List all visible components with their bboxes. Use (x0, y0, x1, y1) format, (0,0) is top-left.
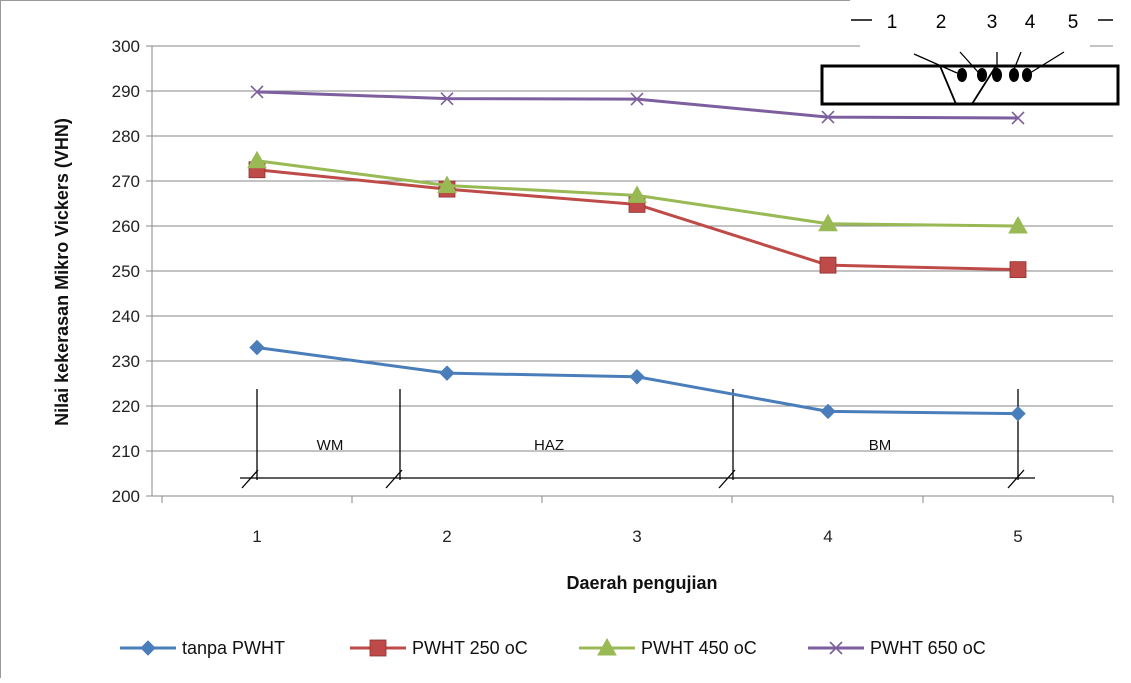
data-point-marker (437, 175, 457, 193)
y-tick-label: 200 (112, 487, 140, 506)
data-point-marker (439, 365, 455, 381)
x-tick-label: 3 (632, 527, 641, 546)
zone-break-mark-4 (1007, 469, 1025, 489)
legend-entry: PWHT 450 oC (579, 637, 757, 658)
legend-label: PWHT 250 oC (412, 638, 528, 658)
indent-dot-2 (977, 68, 987, 82)
inset-label-background (860, 4, 1090, 48)
axes (146, 45, 1114, 503)
series-2 (248, 161, 1027, 279)
inset-label-1: 1 (887, 12, 898, 33)
legend: tanpa PWHT PWHT 250 oC PWHT 450 oC PWHT 650… (120, 637, 986, 658)
series-1 (249, 339, 1026, 422)
y-tick-label: 300 (112, 37, 140, 56)
leader-line-2 (959, 51, 979, 73)
data-point-marker (819, 256, 837, 274)
y-tick-label: 230 (112, 352, 140, 371)
indent-dot-3 (992, 68, 1002, 82)
x-tick-label: 4 (823, 527, 832, 546)
data-point-marker (247, 150, 267, 169)
inset-label-2: 2 (936, 12, 947, 33)
zone-label-wm: WM (317, 437, 344, 454)
legend-marker (597, 637, 617, 656)
data-point-marker (820, 403, 836, 420)
zone-label-haz: HAZ (534, 437, 564, 454)
zone-break-mark-2 (385, 469, 403, 489)
indent-dot-1 (957, 68, 967, 82)
indent-dot-4 (1009, 68, 1019, 82)
legend-entry: PWHT 650 oC (808, 638, 986, 658)
gridlines (152, 45, 1113, 452)
inset-label-3: 3 (987, 12, 998, 33)
weld-cross-section-inset: 1 2 3 4 5 (820, 4, 1120, 106)
indent-dot-5 (1022, 68, 1032, 82)
leader-line-5 (1029, 51, 1065, 74)
legend-marker (829, 641, 843, 655)
legend-label: tanpa PWHT (182, 638, 285, 658)
x-tick-labels: 1 2 3 4 5 (252, 527, 1022, 546)
legend-entry: PWHT 250 oC (350, 638, 528, 658)
zone-gap-haz (505, 466, 593, 477)
zone-label-bm: BM (869, 437, 892, 454)
weld-groove (939, 65, 997, 105)
x-tick-label: 5 (1013, 527, 1022, 546)
zone-gap-bm (834, 466, 926, 477)
zone-gap-wm (282, 466, 378, 477)
y-tick-label: 210 (112, 442, 140, 461)
legend-label: PWHT 450 oC (641, 638, 757, 658)
y-tick-label: 250 (112, 262, 140, 281)
data-point-marker (821, 110, 835, 124)
data-point-marker (630, 92, 644, 106)
data-point-marker (818, 213, 838, 232)
weld-plate (820, 64, 1120, 106)
data-point-marker (249, 339, 265, 356)
x-tick-label: 2 (442, 527, 451, 546)
data-point-marker (1011, 111, 1025, 125)
zone-break-mark-3 (718, 469, 736, 489)
data-point-marker (1010, 405, 1026, 422)
data-point-marker (1009, 261, 1027, 279)
x-tick-label: 1 (252, 527, 261, 546)
series-4 (250, 85, 1025, 125)
y-tick-label: 260 (112, 217, 140, 236)
data-point-marker (627, 185, 647, 203)
data-point-marker (440, 92, 454, 106)
x-axis-title: Daerah pengujian (566, 573, 717, 593)
data-point-marker (250, 85, 264, 99)
y-axis-title: Nilai kekerasan Mikro Vickers (VHN) (52, 118, 72, 426)
data-point-marker (629, 369, 645, 385)
legend-marker (369, 639, 387, 657)
y-tick-label: 240 (112, 307, 140, 326)
zone-annotation: WM HAZ BM (240, 389, 1035, 489)
y-tick-label: 290 (112, 82, 140, 101)
y-tick-label: 280 (112, 127, 140, 146)
y-tick-label: 220 (112, 397, 140, 416)
y-tick-label: 270 (112, 172, 140, 191)
series-line (256, 168, 1019, 272)
y-tick-labels: 200 210 220 230 240 250 260 270 280 290 300 (112, 37, 140, 506)
zone-break-mark-1 (241, 469, 259, 489)
data-point-marker (1008, 215, 1028, 234)
inset-label-5: 5 (1068, 12, 1079, 33)
legend-label: PWHT 650 oC (870, 638, 986, 658)
legend-marker (140, 640, 156, 656)
legend-entry: tanpa PWHT (120, 638, 285, 658)
data-series (247, 85, 1028, 422)
series-3 (247, 150, 1028, 234)
inset-label-4: 4 (1025, 12, 1036, 33)
leader-line-1 (913, 53, 958, 74)
